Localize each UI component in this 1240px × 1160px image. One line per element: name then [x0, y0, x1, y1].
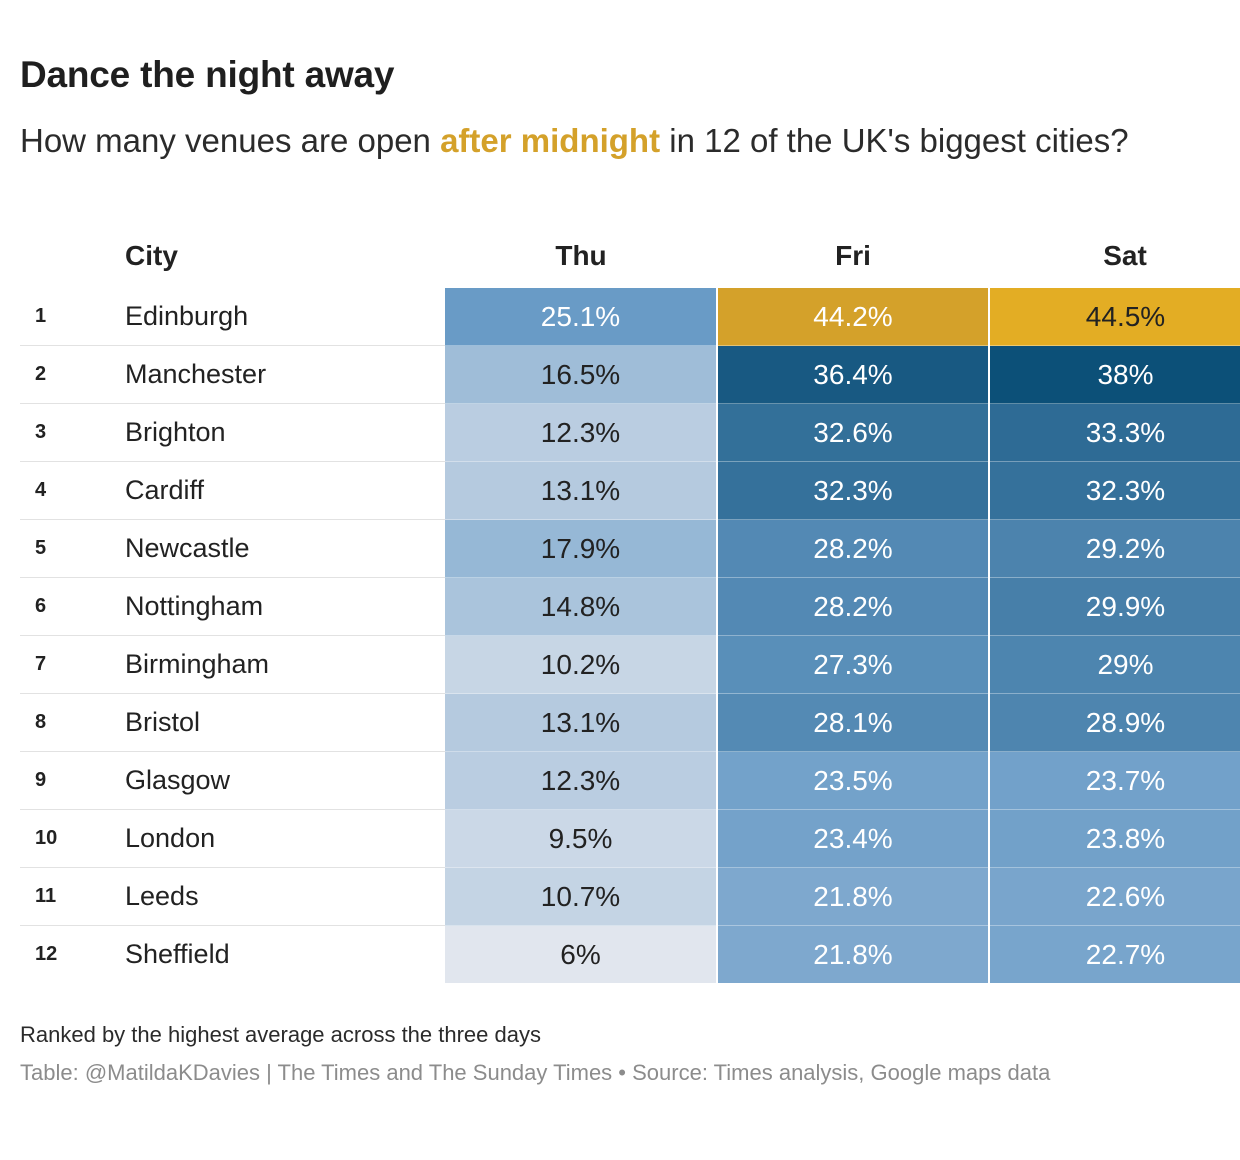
rank-cell: 2 — [20, 345, 86, 404]
sat-value-cell: 44.5% — [988, 288, 1240, 346]
thu-value-cell: 12.3% — [445, 751, 717, 810]
rank-cell: 11 — [20, 867, 86, 926]
city-cell: Bristol — [86, 693, 445, 752]
table-row: 12 Sheffield 6% 21.8% 22.7% — [20, 925, 1240, 983]
table-row: 2 Manchester 16.5% 36.4% 38% — [20, 345, 1240, 404]
fri-value-cell: 28.2% — [716, 519, 989, 578]
rank-cell: 1 — [20, 288, 86, 346]
chart-title: Dance the night away — [20, 54, 395, 95]
rank-cell: 10 — [20, 809, 86, 868]
table-row: 4 Cardiff 13.1% 32.3% 32.3% — [20, 461, 1240, 520]
subtitle-text-before: How many venues are open — [20, 122, 441, 159]
city-cell: Glasgow — [86, 751, 445, 810]
thu-value-cell: 13.1% — [445, 461, 717, 520]
table-row: 1 Edinburgh 25.1% 44.2% 44.5% — [20, 288, 1240, 346]
sat-value-cell: 23.7% — [988, 751, 1240, 810]
chart-subtitle: How many venues are open after midnight … — [20, 122, 1129, 160]
table-row: 10 London 9.5% 23.4% 23.8% — [20, 809, 1240, 868]
sat-value-cell: 32.3% — [988, 461, 1240, 520]
subtitle-text-after: in 12 of the UK's biggest cities? — [660, 122, 1129, 159]
thu-value-cell: 10.7% — [445, 867, 717, 926]
venues-table: City Thu Fri Sat 1 Edinburgh 25.1% 44.2% 44.… — [20, 224, 1240, 983]
thu-value-cell: 25.1% — [445, 288, 717, 346]
rank-column-header — [20, 224, 86, 288]
city-cell: Leeds — [86, 867, 445, 926]
thu-value-cell: 9.5% — [445, 809, 717, 868]
sat-column-header: Sat — [1103, 240, 1147, 271]
city-cell: Sheffield — [125, 939, 230, 969]
table-row: 6 Nottingham 14.8% 28.2% 29.9% — [20, 577, 1240, 636]
city-cell: London — [86, 809, 445, 868]
fri-value-cell: 23.5% — [716, 751, 989, 810]
fri-value-cell: 28.2% — [716, 577, 989, 636]
sat-value-cell: 29.2% — [988, 519, 1240, 578]
sat-value-cell: 33.3% — [988, 403, 1240, 462]
city-column-header: City — [125, 240, 178, 271]
city-cell: Nottingham — [86, 577, 445, 636]
table-row: 3 Brighton 12.3% 32.6% 33.3% — [20, 403, 1240, 462]
thu-value-cell: 17.9% — [445, 519, 717, 578]
table-row: 7 Birmingham 10.2% 27.3% 29% — [20, 635, 1240, 694]
source-credit: Table: @MatildaKDavies | The Times and T… — [20, 1060, 1051, 1085]
subtitle-highlight: after midnight — [440, 122, 661, 159]
sat-value-cell: 29% — [988, 635, 1240, 694]
table-row: 5 Newcastle 17.9% 28.2% 29.2% — [20, 519, 1240, 578]
table-row: 11 Leeds 10.7% 21.8% 22.6% — [20, 867, 1240, 926]
sat-value-cell: 23.8% — [988, 809, 1240, 868]
sat-value-cell: 38% — [988, 345, 1240, 404]
city-cell: Cardiff — [86, 461, 445, 520]
thu-column-header: Thu — [555, 240, 607, 271]
rank-cell: 8 — [20, 693, 86, 752]
fri-value-cell: 21.8% — [716, 925, 989, 983]
thu-value-cell: 14.8% — [445, 577, 717, 636]
fri-value-cell: 44.2% — [716, 288, 989, 346]
sat-value-cell: 22.6% — [988, 867, 1240, 926]
fri-value-cell: 21.8% — [716, 867, 989, 926]
sat-value-cell: 29.9% — [988, 577, 1240, 636]
table-header-row: City Thu Fri Sat — [20, 224, 1240, 288]
thu-value-cell: 16.5% — [445, 345, 717, 404]
fri-value-cell: 36.4% — [716, 345, 989, 404]
rank-cell: 7 — [20, 635, 86, 694]
table-row: 8 Bristol 13.1% 28.1% 28.9% — [20, 693, 1240, 752]
rank-cell: 3 — [20, 403, 86, 462]
rank-cell: 12 — [35, 943, 58, 965]
table-row: 9 Glasgow 12.3% 23.5% 23.7% — [20, 751, 1240, 810]
fri-value-cell: 23.4% — [716, 809, 989, 868]
rank-cell: 5 — [20, 519, 86, 578]
sat-value-cell: 28.9% — [988, 693, 1240, 752]
thu-value-cell: 10.2% — [445, 635, 717, 694]
city-cell: Newcastle — [86, 519, 445, 578]
rank-cell: 4 — [20, 461, 86, 520]
city-cell: Brighton — [86, 403, 445, 462]
fri-value-cell: 32.3% — [716, 461, 989, 520]
fri-value-cell: 27.3% — [716, 635, 989, 694]
thu-value-cell: 13.1% — [445, 693, 717, 752]
fri-value-cell: 32.6% — [716, 403, 989, 462]
city-cell: Birmingham — [86, 635, 445, 694]
thu-value-cell: 12.3% — [445, 403, 717, 462]
thu-value-cell: 6% — [445, 925, 717, 983]
footnote: Ranked by the highest average across the… — [20, 1022, 541, 1047]
fri-value-cell: 28.1% — [716, 693, 989, 752]
fri-column-header: Fri — [835, 240, 871, 271]
rank-cell: 9 — [20, 751, 86, 810]
city-cell: Manchester — [86, 345, 445, 404]
rank-cell: 6 — [20, 577, 86, 636]
sat-value-cell: 22.7% — [988, 925, 1240, 983]
table-body: 1 Edinburgh 25.1% 44.2% 44.5% 2 Manchester 16.5… — [20, 288, 1240, 983]
city-cell: Edinburgh — [86, 288, 445, 346]
